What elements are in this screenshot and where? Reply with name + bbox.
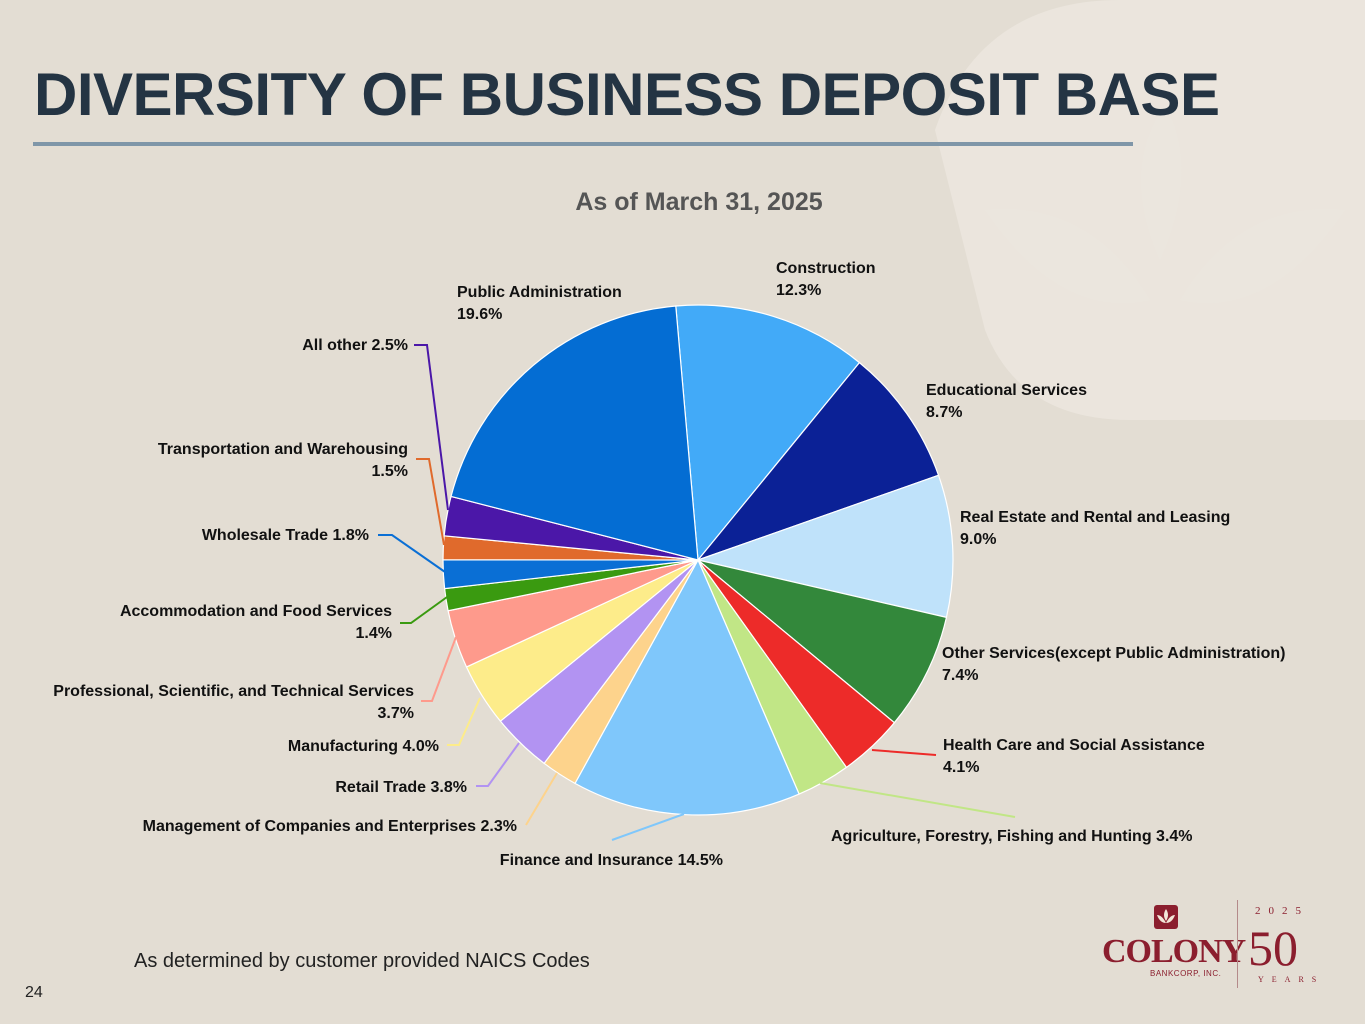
data-label-value: 8.7%	[926, 404, 962, 421]
data-label-name: Construction	[776, 260, 876, 277]
data-label: Management of Companies and Enterprises …	[143, 818, 517, 835]
data-label-value: 3.7%	[378, 705, 414, 722]
logo-subtext: BANKCORP, INC.	[1150, 969, 1222, 978]
logo-divider	[1237, 900, 1238, 988]
data-label-name: Real Estate and Rental and Leasing	[960, 509, 1230, 526]
leader-line	[525, 772, 558, 826]
data-label-name: Health Care and Social Assistance	[943, 737, 1205, 754]
data-label: Professional, Scientific, and Technical …	[53, 683, 414, 722]
data-label-value: 4.1%	[943, 759, 979, 776]
leader-line	[416, 458, 445, 546]
leader-line	[871, 749, 937, 756]
data-label-name: Educational Services	[926, 382, 1087, 399]
chart-title: As of March 31, 2025	[575, 188, 823, 216]
page-title: DIVERSITY OF BUSINESS DEPOSIT BASE	[34, 61, 1220, 128]
leader-line	[476, 742, 520, 787]
pie-slice-real-estate-and-rental-and-leasing	[695, 474, 954, 619]
leader-line	[378, 534, 446, 573]
pie-slice-educational-services	[696, 361, 940, 562]
leader-line	[414, 344, 449, 511]
leader-line	[400, 596, 448, 624]
leader-line	[447, 697, 481, 746]
logo-brand: COLONY	[1102, 933, 1246, 970]
data-label: Retail Trade 3.8%	[335, 779, 467, 796]
logo-year: 2025	[1255, 905, 1309, 917]
data-label: Health Care and Social Assistance 4.1%	[943, 737, 1205, 776]
company-logo: COLONY BANKCORP, INC. 2025 50 YEARS	[1100, 895, 1340, 995]
data-label-name: Public Administration	[457, 284, 622, 301]
data-label-value: 12.3%	[776, 282, 821, 299]
pie-slice-other-services-except-public-administration-	[697, 559, 948, 724]
data-label-name: Accommodation and Food Services	[120, 603, 392, 620]
data-label-value: 1.5%	[372, 463, 408, 480]
logo-years: YEARS	[1258, 975, 1325, 984]
pie-slice-public-administration	[450, 305, 699, 561]
data-label: Construction 12.3%	[776, 260, 876, 299]
data-label-value: 7.4%	[942, 667, 978, 684]
footnote: As determined by customer provided NAICS…	[134, 950, 590, 972]
leader-line	[611, 813, 685, 841]
page-number: 24	[25, 984, 43, 1001]
data-label: Manufacturing 4.0%	[288, 738, 439, 755]
data-label: All other 2.5%	[302, 337, 408, 354]
data-label-name: Transportation and Warehousing	[158, 441, 408, 458]
leader-line	[421, 636, 457, 702]
logo-fifty: 50	[1248, 920, 1298, 976]
data-label: Agriculture, Forestry, Fishing and Hunti…	[831, 828, 1193, 845]
data-label-name: Other Services(except Public Administrat…	[942, 645, 1286, 662]
title-underline	[33, 142, 1133, 146]
data-label: Wholesale Trade 1.8%	[202, 527, 369, 544]
data-label: Transportation and Warehousing 1.5%	[158, 441, 408, 480]
data-label-value: 1.4%	[356, 625, 392, 642]
pie-slice-construction	[675, 304, 861, 562]
leader-line	[819, 782, 1016, 818]
data-label: Educational Services 8.7%	[926, 382, 1087, 421]
data-label: Finance and Insurance 14.5%	[500, 852, 723, 869]
data-label: Accommodation and Food Services 1.4%	[120, 603, 392, 642]
data-label-value: 19.6%	[457, 306, 502, 323]
data-label: Other Services(except Public Administrat…	[942, 645, 1286, 684]
lotus-icon	[1154, 905, 1178, 929]
data-label: Public Administration 19.6%	[457, 284, 622, 323]
data-label-name: Professional, Scientific, and Technical …	[53, 683, 414, 700]
data-label: Real Estate and Rental and Leasing 9.0%	[960, 509, 1230, 548]
data-label-value: 9.0%	[960, 531, 996, 548]
pie-slice-finance-and-insurance	[574, 558, 800, 816]
